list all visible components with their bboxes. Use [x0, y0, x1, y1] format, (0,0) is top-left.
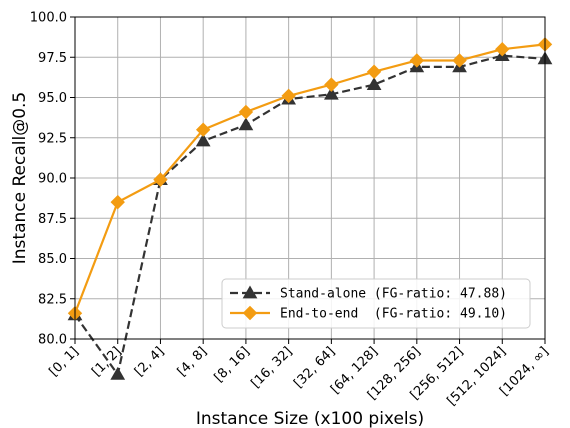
- x-tick-label: [4, 8]: [175, 344, 210, 379]
- x-tick-label: [0, 1]: [47, 344, 82, 379]
- series-1: [67, 48, 553, 380]
- data-point-triangle: [195, 133, 211, 147]
- x-tick-label: [8, 16]: [212, 344, 253, 385]
- data-point-triangle: [242, 285, 258, 299]
- y-tick-label: 80.0: [38, 333, 67, 348]
- data-point-diamond: [153, 172, 168, 187]
- legend-label: End-to-end (FG-ratio: 49.10): [280, 307, 507, 322]
- data-point-triangle: [324, 86, 339, 100]
- series-line: [74, 54, 546, 376]
- y-axis-title: Instance Recall@0.5: [10, 92, 30, 264]
- data-point-diamond: [110, 194, 125, 210]
- legend-frame: [221, 278, 531, 329]
- legend-label: Stand-alone (FG-ratio: 47.88): [280, 287, 507, 302]
- y-tick-label: 97.5: [38, 51, 67, 66]
- x-tick-label: [16, 32]: [248, 344, 295, 391]
- data-point-diamond: [324, 77, 339, 92]
- axis-ticks: 80.0 82.5 85.0 87.5 90.0 92.5 95.0 97.5 100.0 [0,…: [30, 11, 552, 409]
- data-point-diamond: [195, 122, 211, 137]
- data-point-triangle: [238, 117, 254, 131]
- y-tick-label: 87.5: [38, 212, 67, 227]
- series-line: [73, 43, 546, 314]
- data-point-diamond: [366, 64, 382, 79]
- data-point-diamond: [238, 104, 254, 120]
- data-point-triangle: [110, 366, 126, 380]
- y-tick-label: 82.5: [38, 292, 67, 307]
- data-point-diamond: [409, 53, 425, 68]
- y-tick-label: 95.0: [38, 91, 67, 106]
- x-axis-title: Instance Size (x100 pixels): [196, 409, 424, 428]
- y-tick-label: 90.0: [38, 172, 67, 187]
- x-tick-label: [2, 4]: [132, 344, 167, 379]
- data-point-diamond: [452, 53, 467, 68]
- legend: Stand-alone (FG-ratio: 47.88) End-to-end …: [221, 278, 531, 329]
- series-2: [67, 37, 553, 321]
- data-point-diamond: [242, 305, 258, 321]
- data-point-triangle: [366, 77, 382, 90]
- y-tick-label: 92.5: [38, 131, 67, 146]
- data-point-diamond: [495, 41, 510, 57]
- y-tick-label: 85.0: [38, 252, 67, 267]
- y-tick-label: 100.0: [30, 11, 67, 26]
- data-point-diamond: [281, 88, 296, 104]
